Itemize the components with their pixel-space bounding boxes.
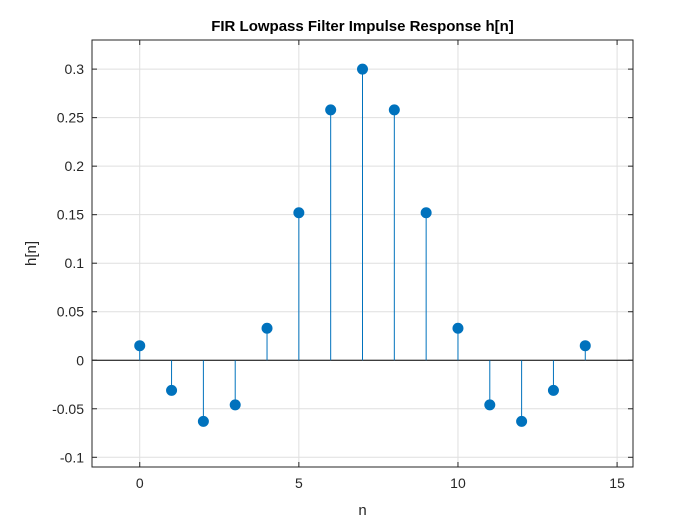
y-tick-label: 0.15 bbox=[57, 207, 84, 223]
y-tick-label: -0.05 bbox=[52, 401, 84, 417]
stem-marker bbox=[325, 104, 337, 116]
x-tick-label: 5 bbox=[295, 475, 303, 491]
y-tick-label: 0.1 bbox=[65, 255, 85, 271]
stem-marker bbox=[547, 384, 559, 396]
y-tick-label: -0.1 bbox=[60, 449, 84, 465]
y-tick-label: 0.3 bbox=[65, 61, 85, 77]
stem-marker bbox=[229, 399, 241, 411]
stem-marker bbox=[357, 63, 368, 75]
stem-series bbox=[134, 63, 591, 427]
y-tick-label: 0 bbox=[76, 352, 84, 368]
stem-marker bbox=[293, 207, 305, 219]
y-tick-label: 0.25 bbox=[57, 110, 84, 126]
y-tick-label: 0.2 bbox=[65, 158, 85, 174]
x-tick-label: 15 bbox=[609, 475, 625, 491]
stem-marker bbox=[579, 340, 591, 352]
stem-marker bbox=[134, 340, 146, 352]
axis-ticks: 0 5 10 15 -0.1 -0.05 0 0.05 0.1 0.15 0.2 0.25 0.3 bbox=[52, 40, 633, 491]
x-tick-label: 0 bbox=[136, 475, 144, 491]
x-tick-label: 10 bbox=[450, 475, 466, 491]
stem-marker bbox=[516, 415, 528, 427]
plot-area-border bbox=[91, 39, 634, 468]
stem-marker bbox=[197, 415, 209, 427]
stem-marker bbox=[420, 207, 432, 219]
stem-marker bbox=[166, 384, 178, 396]
stem-marker bbox=[484, 399, 496, 411]
x-axis-label: n bbox=[358, 502, 366, 519]
stem-marker bbox=[452, 322, 464, 334]
y-axis-label: h[n] bbox=[23, 241, 40, 266]
chart-title: FIR Lowpass Filter Impulse Response h[n] bbox=[211, 18, 514, 35]
stem-marker bbox=[261, 322, 273, 334]
y-tick-label: 0.05 bbox=[57, 304, 84, 320]
stem-marker bbox=[388, 104, 400, 116]
